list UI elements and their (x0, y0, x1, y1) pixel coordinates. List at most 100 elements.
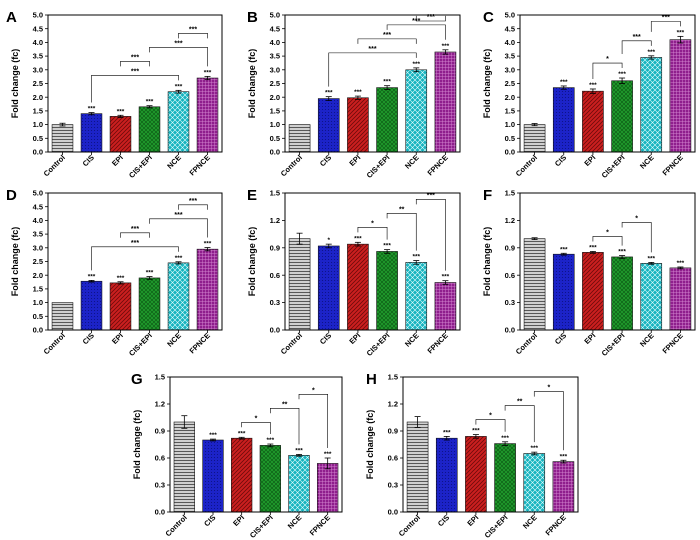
category-label: Control (514, 153, 539, 178)
category-label: CIS+EPI (600, 153, 627, 180)
bar-significance: *** (647, 49, 655, 56)
y-tick-label: 0.3 (388, 481, 398, 490)
category-label: Control (279, 331, 304, 356)
bar-significance: *** (88, 273, 96, 280)
bar-significance: *** (560, 246, 568, 253)
y-tick-label: 0.9 (155, 427, 165, 436)
category-label: CIS (553, 331, 568, 346)
bar-significance: *** (175, 255, 183, 262)
bracket-significance: *** (174, 40, 182, 47)
y-tick-label: 0.5 (33, 134, 43, 143)
bracket-significance: *** (189, 26, 197, 33)
category-label: FPNCE (308, 513, 332, 537)
significance-bracket (357, 227, 388, 240)
chart-panel-d: D Fold change (fc) 0.0 0.5 1.0 1.5 2.0 2.5 3.0 3.… (6, 187, 223, 358)
y-tick-label: 0.9 (505, 243, 515, 252)
bar-significance: *** (354, 235, 362, 242)
category-label: CIS (436, 513, 451, 528)
significance-bracket (386, 24, 446, 40)
category-label: Control (164, 513, 189, 538)
y-axis-label: Fold change (fc) (482, 49, 492, 119)
bar-significance: *** (146, 270, 154, 277)
category-label: NCE (165, 331, 183, 349)
y-tick-label: 4.5 (505, 24, 515, 33)
category-label: Control (42, 331, 67, 356)
bar-epi (465, 436, 487, 513)
bracket-significance: * (489, 413, 492, 420)
category-label: CIS (202, 513, 217, 528)
bar-significance: *** (472, 428, 480, 435)
bar-significance: *** (589, 82, 597, 89)
bar-fpnce (317, 463, 339, 513)
bar-nce (167, 91, 190, 153)
category-label: NCE (286, 513, 304, 531)
y-axis-label: Fold change (fc) (132, 410, 142, 480)
bar-significance: *** (560, 79, 568, 86)
y-tick-label: 3.0 (505, 65, 515, 74)
category-label: CIS+EPI (483, 513, 510, 540)
bracket-significance: * (312, 387, 315, 394)
bracket-significance: *** (131, 54, 139, 61)
plot-frame (284, 192, 461, 331)
y-tick-label: 1.5 (505, 189, 515, 198)
y-tick-label: 0.3 (505, 298, 515, 307)
bar-epi (582, 252, 604, 331)
y-tick-label: 4.0 (33, 216, 43, 225)
y-tick-label: 3.5 (33, 52, 43, 61)
y-tick-label: 5.0 (270, 11, 280, 20)
significance-bracket (91, 75, 179, 103)
bar-significance: *** (267, 437, 275, 444)
category-label: CIS (81, 331, 96, 346)
bar-nce (523, 453, 546, 513)
significance-bracket (178, 204, 208, 210)
y-tick-label: 3.0 (33, 65, 43, 74)
bar-significance: *** (442, 274, 450, 281)
y-tick-label: 0.3 (270, 298, 280, 307)
category-label: CIS (318, 153, 333, 168)
category-label: CIS (318, 331, 333, 346)
bar-significance: *** (88, 106, 96, 113)
y-tick-label: 1.0 (33, 298, 43, 307)
bar-cis (80, 113, 103, 153)
panel-letter: A (6, 9, 17, 26)
category-label: CIS+EPI (365, 153, 392, 180)
y-tick-label: 0.6 (155, 454, 165, 463)
significance-bracket (178, 33, 208, 39)
bar-nce (405, 262, 428, 331)
bar-significance: *** (501, 435, 509, 442)
significance-bracket (386, 213, 417, 251)
bar-significance: *** (146, 99, 154, 106)
y-axis-label: Fold change (fc) (247, 227, 257, 297)
bar-significance: * (327, 237, 330, 244)
y-tick-label: 3.5 (33, 230, 43, 239)
significance-bracket (621, 222, 652, 253)
category-label: NCE (521, 513, 539, 531)
panel-letter: D (6, 187, 17, 204)
bar-significance: *** (647, 255, 655, 262)
bar-significance: *** (383, 79, 391, 86)
chart-panel-h: H Fold change (fc) 0.0 0.3 0.6 0.9 1.2 1.5 Contr… (365, 371, 579, 540)
y-tick-label: 0.0 (155, 508, 165, 517)
bar-significance: *** (589, 244, 597, 251)
bar-nce (288, 454, 310, 513)
category-label: NCE (638, 153, 656, 171)
plot-frame (519, 14, 696, 153)
panel-letter: E (247, 187, 257, 204)
y-tick-label: 4.0 (33, 38, 43, 47)
bar-epi (347, 243, 369, 331)
category-label: EPI (465, 513, 480, 528)
y-tick-label: 0.5 (270, 134, 280, 143)
bar-nce (405, 69, 428, 153)
category-label: FPNCE (425, 331, 449, 355)
significance-bracket (120, 232, 150, 238)
significance-bracket (357, 38, 417, 44)
y-tick-label: 1.5 (33, 285, 43, 294)
bar-fpnce (196, 248, 219, 331)
significance-bracket (592, 236, 623, 246)
y-tick-label: 1.5 (388, 373, 398, 382)
category-label: Control (42, 153, 67, 178)
plot-frame (284, 14, 461, 153)
bar-significance: *** (175, 83, 183, 90)
category-label: CIS (81, 153, 96, 168)
bar-nce (640, 57, 663, 153)
